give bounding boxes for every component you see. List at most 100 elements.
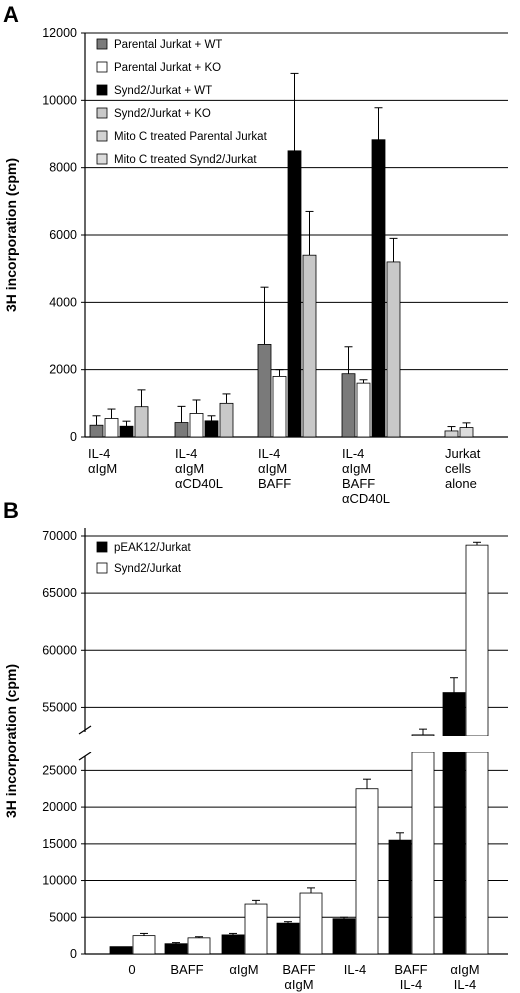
panel-a-legend-label: Mito C treated Parental Jurkat	[114, 131, 268, 143]
panel-a-ytick-label: 4000	[49, 295, 77, 309]
panel-b-category-label: BAFF	[170, 962, 203, 977]
panel-a-bar	[104, 418, 119, 438]
panel-b-category-label: IL-4	[454, 977, 476, 992]
panel-a-ytick-label: 6000	[49, 228, 77, 242]
panel-b-category-label: 0	[128, 962, 135, 977]
panel-a-category-label: αIgM	[175, 461, 204, 476]
panel-a-bar	[371, 139, 386, 438]
panel-b-ytick-label: 15000	[42, 837, 77, 851]
panel-b-label: B	[3, 498, 19, 523]
panel-a-category-label: αCD40L	[342, 491, 390, 506]
panel-a-legend-swatch	[96, 38, 108, 50]
panel-b-ytick-label: 5000	[49, 910, 77, 924]
panel-b-axis-break-mark	[78, 751, 92, 761]
panel-a-bar	[444, 430, 459, 438]
panel-b-bar	[132, 935, 156, 955]
panel-a-bar	[257, 344, 272, 438]
panel-a-bar	[174, 422, 189, 438]
panel-b-break-gap	[86, 736, 508, 752]
panel-a-category-label: αIgM	[88, 461, 117, 476]
panel-b-ytick-label: 55000	[42, 700, 77, 714]
panel-a-category-label: αIgM	[342, 461, 371, 476]
panel-a-legend-swatch	[96, 153, 108, 165]
panel-a-category-label: IL-4	[175, 446, 197, 461]
panel-b-bar	[411, 751, 435, 955]
panel-b-ytick-label: 20000	[42, 800, 77, 814]
panel-b-ylabel: 3H incorporation (cpm)	[3, 664, 19, 818]
panel-b-category-label: BAFF	[394, 962, 427, 977]
panel-b-bar	[411, 734, 435, 737]
panel-a-ytick-label: 2000	[49, 363, 77, 377]
panel-b-bar	[332, 918, 356, 955]
panel-b-legend-swatch	[96, 562, 108, 574]
panel-a-category-label: BAFF	[258, 476, 291, 491]
panel-b-category-label: αIgM	[229, 962, 258, 977]
panel-b-ytick-label: 25000	[42, 763, 77, 777]
panel-a-bar	[302, 254, 317, 438]
panel-a-ytick-label: 10000	[42, 93, 77, 107]
panel-a-legend-swatch	[96, 107, 108, 119]
panel-a-category-label: alone	[445, 476, 477, 491]
panel-b-legend-label: pEAK12/Jurkat	[114, 542, 192, 554]
panel-a-bar	[219, 402, 234, 438]
panel-a-legend-swatch	[96, 61, 108, 73]
panel-a-bar	[119, 425, 134, 438]
panel-b-bar	[187, 937, 211, 955]
panel-a-category-label: BAFF	[342, 476, 375, 491]
panel-a-bar	[287, 150, 302, 438]
panel-a-category-label: IL-4	[342, 446, 364, 461]
panel-a-ytick-label: 8000	[49, 161, 77, 175]
panel-a-bar	[189, 413, 204, 438]
panel-b-bar	[109, 946, 133, 955]
panel-a-bar	[272, 375, 287, 438]
panel-b-bar	[244, 903, 268, 955]
panel-b-bar	[388, 839, 412, 955]
panel-b-bar	[465, 751, 489, 955]
panel-a-legend-swatch	[96, 130, 108, 142]
panel-a-legend-swatch	[96, 84, 108, 96]
panel-b-ytick-label: 70000	[42, 529, 77, 543]
panel-a-category-label: cells	[445, 461, 472, 476]
panel-a-ytick-label: 0	[70, 430, 77, 444]
panel-b-legend-label: Synd2/Jurkat	[114, 563, 182, 575]
panel-b-bar	[442, 751, 466, 955]
panel-b-category-label: αIgM	[284, 977, 313, 992]
panel-a-bar	[134, 406, 149, 438]
panel-a-ytick-label: 12000	[42, 26, 77, 40]
panel-b-ytick-label: 65000	[42, 586, 77, 600]
panel-b-bar	[221, 934, 245, 955]
panel-a-label: A	[3, 2, 19, 27]
panel-b-category-label: BAFF	[282, 962, 315, 977]
panel-a-legend-label: Parental Jurkat + WT	[114, 39, 222, 51]
panel-b-ytick-label: 0	[70, 947, 77, 961]
panel-b-bar	[355, 788, 379, 955]
panel-b-legend-swatch	[96, 541, 108, 553]
panel-b-category-label: αIgM	[450, 962, 479, 977]
panel-b-bar	[164, 943, 188, 955]
panel-a-bar	[459, 427, 474, 438]
panel-a-category-label: αCD40L	[175, 476, 223, 491]
panel-a-bar	[341, 373, 356, 438]
panel-a-bar	[356, 382, 371, 438]
panel-b-ytick-label: 60000	[42, 643, 77, 657]
panel-a-category-label: IL-4	[88, 446, 110, 461]
panel-b-bar	[465, 544, 489, 737]
panel-a-legend-label: Synd2/Jurkat + KO	[114, 108, 211, 120]
panel-b-bar	[276, 922, 300, 955]
panel-a-category-label: IL-4	[258, 446, 280, 461]
panel-b-axis-break-mark	[78, 725, 92, 735]
panel-a-bar	[204, 420, 219, 438]
panel-a-ylabel: 3H incorporation (cpm)	[3, 158, 19, 312]
panel-a-bar	[89, 424, 104, 438]
panel-b-category-label: IL-4	[400, 977, 422, 992]
panel-a-legend-label: Mito C treated Synd2/Jurkat	[114, 154, 257, 166]
panel-b-category-label: IL-4	[344, 962, 366, 977]
panel-a-category-label: Jurkat	[445, 446, 481, 461]
panel-a-legend-label: Synd2/Jurkat + WT	[114, 85, 212, 97]
panel-b-bar	[299, 892, 323, 955]
panel-b-ytick-label: 10000	[42, 874, 77, 888]
panel-a-legend-label: Parental Jurkat + KO	[114, 62, 221, 74]
panel-a-category-label: αIgM	[258, 461, 287, 476]
panel-a-bar	[386, 261, 401, 438]
